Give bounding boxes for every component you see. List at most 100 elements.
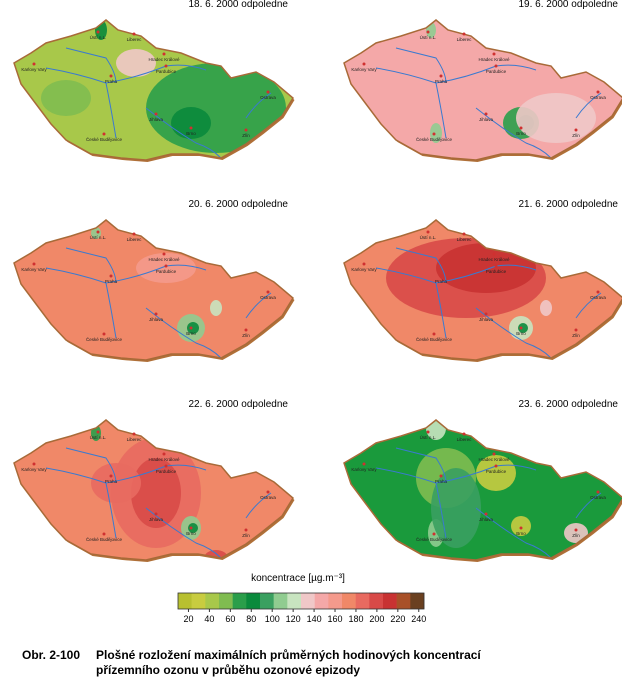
city-marker — [190, 327, 193, 330]
caption-label: Obr. 2-100 — [22, 648, 80, 662]
field-base — [6, 208, 296, 368]
city-marker — [133, 433, 136, 436]
city-marker — [440, 75, 443, 78]
concentration-field — [6, 8, 296, 168]
city-marker — [163, 253, 166, 256]
city-label: České Budějovice — [416, 336, 453, 342]
city-marker — [190, 127, 193, 130]
city-label: Praha — [105, 479, 118, 484]
city-label: Pardubice — [156, 469, 177, 474]
color-swatch — [274, 593, 288, 609]
city-marker — [575, 329, 578, 332]
city-label: Karlovy Vary — [21, 67, 47, 72]
city-label: Jihlava — [149, 517, 164, 522]
city-label: Zlín — [242, 133, 250, 138]
color-swatch — [342, 593, 356, 609]
city-label: Brno — [186, 131, 196, 136]
color-swatch — [219, 593, 233, 609]
city-label: Brno — [516, 531, 526, 536]
city-label: Zlín — [572, 133, 580, 138]
color-swatch — [315, 593, 329, 609]
color-swatch — [328, 593, 342, 609]
city-label: Hradec Králové — [478, 257, 510, 262]
city-label: Ústí n.L. — [420, 234, 437, 240]
city-label: Zlín — [572, 333, 580, 338]
color-swatch — [410, 593, 424, 609]
city-label: Zlín — [242, 533, 250, 538]
city-marker — [267, 291, 270, 294]
city-label: České Budějovice — [86, 136, 123, 142]
city-label: Pardubice — [156, 269, 177, 274]
city-marker — [520, 327, 523, 330]
city-label: Praha — [435, 79, 448, 84]
city-marker — [495, 65, 498, 68]
city-marker — [97, 31, 100, 34]
city-label: České Budějovice — [86, 336, 123, 342]
city-marker — [163, 453, 166, 456]
city-label: Praha — [105, 279, 118, 284]
city-marker — [97, 231, 100, 234]
city-label: Ostrava — [590, 295, 606, 300]
city-marker — [520, 527, 523, 530]
city-marker — [433, 533, 436, 536]
city-label: České Budějovice — [416, 136, 453, 142]
city-label: Ostrava — [260, 495, 276, 500]
city-marker — [267, 491, 270, 494]
city-label: Liberec — [457, 37, 473, 42]
city-label: České Budějovice — [416, 536, 453, 542]
city-marker — [597, 291, 600, 294]
city-label: České Budějovice — [86, 536, 123, 542]
panel-title: 20. 6. 2000 odpoledne — [188, 199, 288, 210]
city-label: Brno — [186, 531, 196, 536]
city-label: Liberec — [127, 237, 143, 242]
city-label: Pardubice — [486, 269, 507, 274]
city-marker — [597, 491, 600, 494]
city-label: Ústí n.L. — [420, 34, 437, 40]
legend-tick-label: 100 — [265, 614, 280, 624]
city-label: Karlovy Vary — [351, 267, 377, 272]
legend-title: koncentrace [µg.m⁻³] — [251, 573, 345, 584]
field-blob — [540, 300, 552, 316]
panel-title: 18. 6. 2000 odpoledne — [188, 0, 288, 10]
city-label: Liberec — [127, 437, 143, 442]
city-marker — [267, 91, 270, 94]
city-label: Liberec — [457, 437, 473, 442]
city-marker — [245, 329, 248, 332]
city-marker — [33, 263, 36, 266]
city-marker — [433, 133, 436, 136]
city-label: Brno — [186, 331, 196, 336]
city-label: Ústí n.L. — [90, 434, 107, 440]
legend-tick-label: 180 — [348, 614, 363, 624]
legend-tick-label: 200 — [369, 614, 384, 624]
legend-tick-label: 220 — [390, 614, 405, 624]
city-label: Praha — [105, 79, 118, 84]
city-label: Karlovy Vary — [21, 467, 47, 472]
city-label: Praha — [435, 279, 448, 284]
city-marker — [245, 529, 248, 532]
city-label: Hradec Králové — [478, 57, 510, 62]
city-label: Ostrava — [260, 295, 276, 300]
city-label: Brno — [516, 331, 526, 336]
city-marker — [33, 63, 36, 66]
city-marker — [463, 433, 466, 436]
city-marker — [103, 533, 106, 536]
legend-tick-label: 60 — [225, 614, 235, 624]
city-marker — [440, 275, 443, 278]
color-swatch — [260, 593, 274, 609]
city-marker — [427, 231, 430, 234]
city-label: Jihlava — [479, 517, 494, 522]
concentration-field — [6, 208, 296, 368]
caption-line: přízemního ozonu v průběhu ozonové epizo… — [96, 663, 360, 677]
color-swatch — [397, 593, 411, 609]
city-marker — [433, 333, 436, 336]
panel-title: 19. 6. 2000 odpoledne — [518, 0, 618, 10]
legend-tick-label: 80 — [246, 614, 256, 624]
city-label: Jihlava — [149, 117, 164, 122]
city-label: Hradec Králové — [148, 57, 180, 62]
city-label: Karlovy Vary — [21, 267, 47, 272]
city-label: Ústí n.L. — [420, 434, 437, 440]
